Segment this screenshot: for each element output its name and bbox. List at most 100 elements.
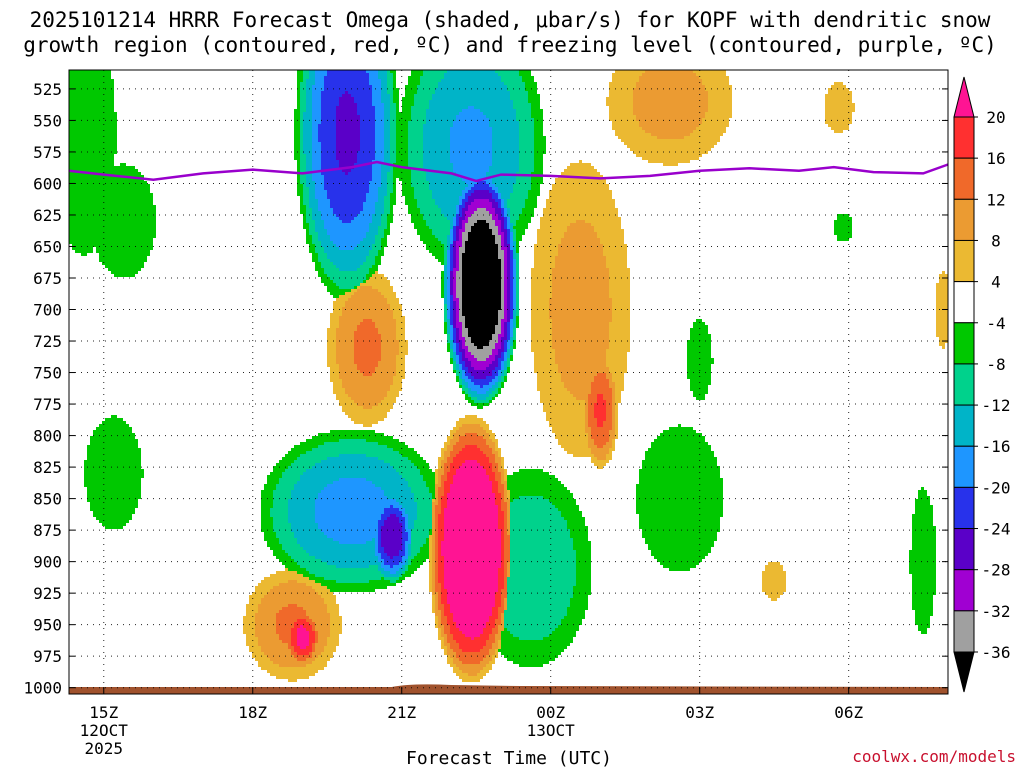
omega-cell xyxy=(438,538,444,541)
omega-cell xyxy=(636,85,705,88)
omega-cell xyxy=(561,376,594,379)
omega-cell xyxy=(462,202,465,205)
omega-cell xyxy=(447,250,450,253)
omega-cell xyxy=(429,556,432,559)
omega-cell xyxy=(396,373,405,376)
omega-cell xyxy=(570,604,588,607)
omega-cell xyxy=(504,490,507,493)
omega-cell xyxy=(534,139,546,142)
omega-cell xyxy=(687,355,711,358)
omega-cell xyxy=(321,280,333,283)
omega-cell xyxy=(444,304,447,307)
omega-cell xyxy=(294,460,321,463)
omega-cell xyxy=(69,127,117,130)
omega-cell xyxy=(453,307,456,310)
omega-cell xyxy=(543,211,618,214)
omega-cell xyxy=(498,232,504,235)
omega-cell xyxy=(462,385,465,388)
omega-cell xyxy=(321,172,345,175)
omega-cell xyxy=(321,157,336,160)
omega-cell xyxy=(489,457,495,460)
omega-cell xyxy=(327,328,336,331)
omega-cell xyxy=(516,238,522,241)
omega-cell xyxy=(426,541,429,544)
omega-cell xyxy=(453,661,462,664)
omega-cell xyxy=(249,598,261,601)
omega-cell xyxy=(450,322,453,325)
omega-cell xyxy=(498,358,504,361)
omega-cell xyxy=(375,154,384,157)
omega-shading xyxy=(69,70,948,694)
omega-cell xyxy=(423,217,447,220)
omega-cell xyxy=(306,241,312,244)
omega-cell xyxy=(405,565,408,568)
omega-cell xyxy=(273,529,291,532)
omega-cell xyxy=(507,577,576,580)
omega-cell xyxy=(447,649,453,652)
omega-cell xyxy=(399,340,408,343)
omega-cell xyxy=(534,364,558,367)
omega-cell xyxy=(426,169,453,172)
omega-cell xyxy=(504,535,510,538)
omega-cell xyxy=(492,145,519,148)
omega-cell xyxy=(510,514,561,517)
omega-cell xyxy=(516,313,519,316)
omega-cell xyxy=(414,193,432,196)
omega-cell xyxy=(504,298,507,301)
omega-cell xyxy=(381,247,384,250)
omega-cell xyxy=(447,241,450,244)
omega-cell xyxy=(375,121,384,124)
omega-cell xyxy=(297,190,303,193)
omega-cell xyxy=(336,580,369,583)
omega-cell xyxy=(396,145,408,148)
omega-cell xyxy=(387,178,393,181)
colorbar-label: -24 xyxy=(982,520,1011,539)
omega-cell xyxy=(498,310,504,313)
omega-cell xyxy=(315,637,318,640)
omega-cell xyxy=(486,391,492,394)
omega-cell xyxy=(459,223,462,226)
omega-cell xyxy=(525,205,537,208)
omega-cell xyxy=(336,361,354,364)
omega-cell xyxy=(603,253,627,256)
omega-cell xyxy=(525,88,537,91)
omega-cell xyxy=(564,385,591,388)
omega-cell xyxy=(318,445,387,448)
omega-cell xyxy=(936,316,948,319)
omega-cell xyxy=(465,394,468,397)
omega-cell xyxy=(561,622,582,625)
omega-cell xyxy=(498,193,501,196)
omega-cell xyxy=(354,100,372,103)
omega-cell xyxy=(594,226,621,229)
omega-cell xyxy=(534,355,555,358)
omega-cell xyxy=(459,367,462,370)
omega-cell xyxy=(498,364,501,367)
omega-cell xyxy=(432,514,435,517)
omega-cell xyxy=(552,334,609,337)
omega-cell xyxy=(501,193,510,196)
omega-cell xyxy=(531,172,543,175)
omega-cell xyxy=(444,484,450,487)
omega-cell xyxy=(690,328,708,331)
omega-cell xyxy=(441,595,447,598)
omega-cell xyxy=(915,619,930,622)
omega-cell xyxy=(372,274,384,277)
omega-cell xyxy=(528,91,537,94)
omega-cell xyxy=(450,454,456,457)
omega-cell xyxy=(513,262,516,265)
omega-cell xyxy=(411,172,426,175)
credit-link[interactable]: coolwx.com/models xyxy=(852,747,1016,766)
omega-cell xyxy=(411,559,426,562)
omega-cell xyxy=(504,610,567,613)
omega-cell xyxy=(69,160,114,163)
omega-cell xyxy=(69,220,156,223)
omega-cell xyxy=(609,91,633,94)
omega-cell xyxy=(435,499,438,502)
omega-cell xyxy=(912,547,936,550)
omega-cell xyxy=(456,352,462,355)
omega-cell xyxy=(507,292,510,295)
omega-cell xyxy=(438,205,456,208)
omega-cell xyxy=(309,196,315,199)
omega-cell xyxy=(510,91,528,94)
omega-cell xyxy=(255,613,276,616)
